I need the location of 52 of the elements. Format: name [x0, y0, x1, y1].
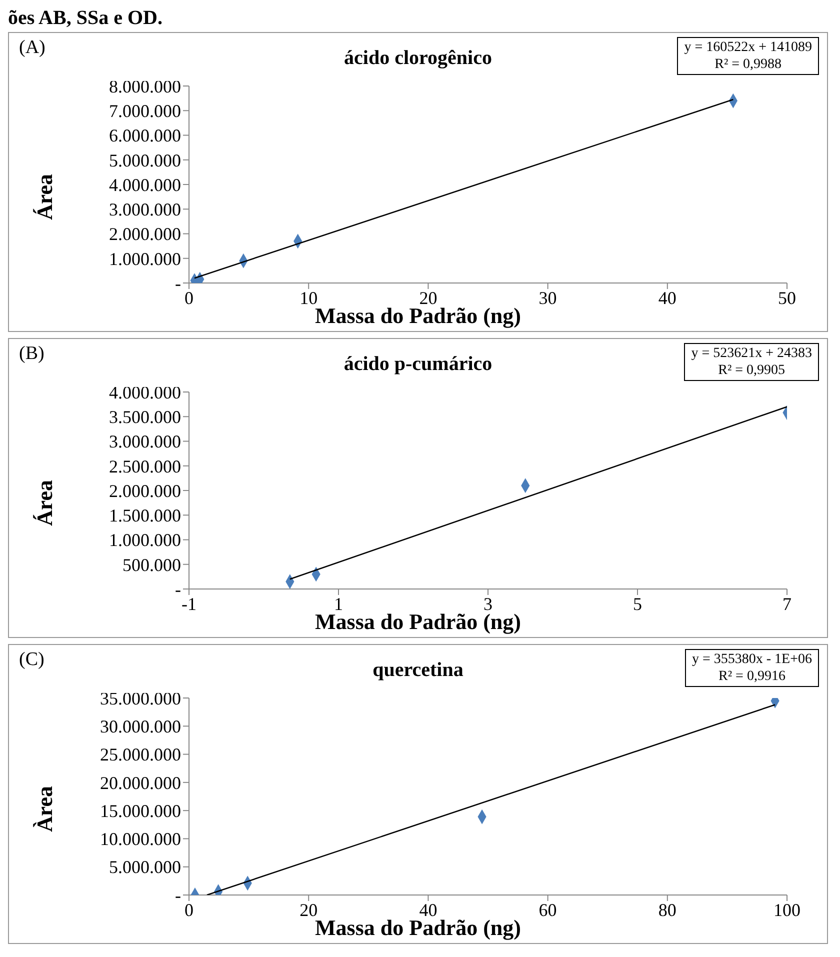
text: R² = 0,9916 [718, 668, 786, 685]
y-tick-label: 3.000.000 [109, 200, 181, 220]
y-tick-label: 3.000.000 [109, 432, 181, 452]
text: y = 523621x + 24383 [691, 345, 812, 362]
y-tick-label: 25.000.000 [100, 744, 181, 765]
x-tick-label: 40 [658, 288, 676, 308]
y-tick-label: 5.000.000 [109, 857, 181, 878]
y-tick-label: 3.500.000 [109, 407, 181, 428]
x-tick-label: 5 [633, 594, 642, 614]
x-tick-label: 0 [184, 288, 194, 308]
y-axis-title: Área [32, 480, 58, 526]
y-axis-title: Área [32, 174, 58, 220]
y-tick-label: 4.000.000 [109, 174, 181, 195]
y-tick-label: 1.000.000 [109, 248, 181, 269]
y-tick-label: 10.000.000 [100, 829, 181, 850]
x-tick-label: 100 [774, 900, 800, 920]
text: y = 355380x - 1E+06 [692, 651, 812, 668]
x-tick-label: 10 [300, 288, 318, 308]
x-tick-label: 50 [778, 288, 796, 308]
x-tick-label: 80 [658, 900, 676, 920]
y-tick-label: 2.500.000 [109, 456, 181, 476]
x-tick-label: -1 [182, 594, 196, 614]
chart-title: ácido clorogênico [344, 47, 492, 69]
text: R² = 0,9905 [717, 362, 786, 379]
x-tick-label: 60 [538, 900, 557, 920]
y-tick-label: 30.000.000 [100, 716, 181, 737]
x-tick-label: 7 [782, 594, 792, 614]
y-axis-title: Àrea [32, 786, 58, 832]
text: R² = 0,9988 [714, 56, 783, 73]
x-tick-label: 20 [300, 900, 318, 920]
y-tick-label: 2.000.000 [109, 224, 181, 244]
x-tick-label: 30 [538, 288, 557, 308]
y-tick-label: 2.000.000 [109, 480, 181, 501]
y-tick-label: 20.000.000 [100, 772, 181, 793]
y-tick-label: - [175, 273, 181, 294]
y-tick-label: - [175, 579, 181, 600]
text: (B) [19, 343, 44, 365]
y-tick-label: 1.500.000 [109, 506, 181, 526]
x-tick-label: 0 [184, 900, 194, 920]
text: (A) [19, 37, 46, 59]
y-tick-label: 15.000.000 [100, 800, 181, 821]
text: y = 160522x + 141089 [684, 39, 812, 56]
y-tick-label: 500.000 [122, 554, 181, 575]
y-tick-label: 5.000.000 [109, 150, 181, 170]
text: ões AB, SSa e OD. [8, 7, 164, 31]
y-tick-label: - [175, 885, 181, 906]
chart-title: quercetina [372, 659, 464, 681]
y-tick-label: 7.000.000 [109, 101, 181, 122]
y-tick-label: 6.000.000 [109, 126, 181, 146]
chart-title: ácido p-cumárico [344, 353, 492, 375]
text: (C) [19, 649, 44, 671]
y-tick-label: 1.000.000 [109, 530, 181, 550]
